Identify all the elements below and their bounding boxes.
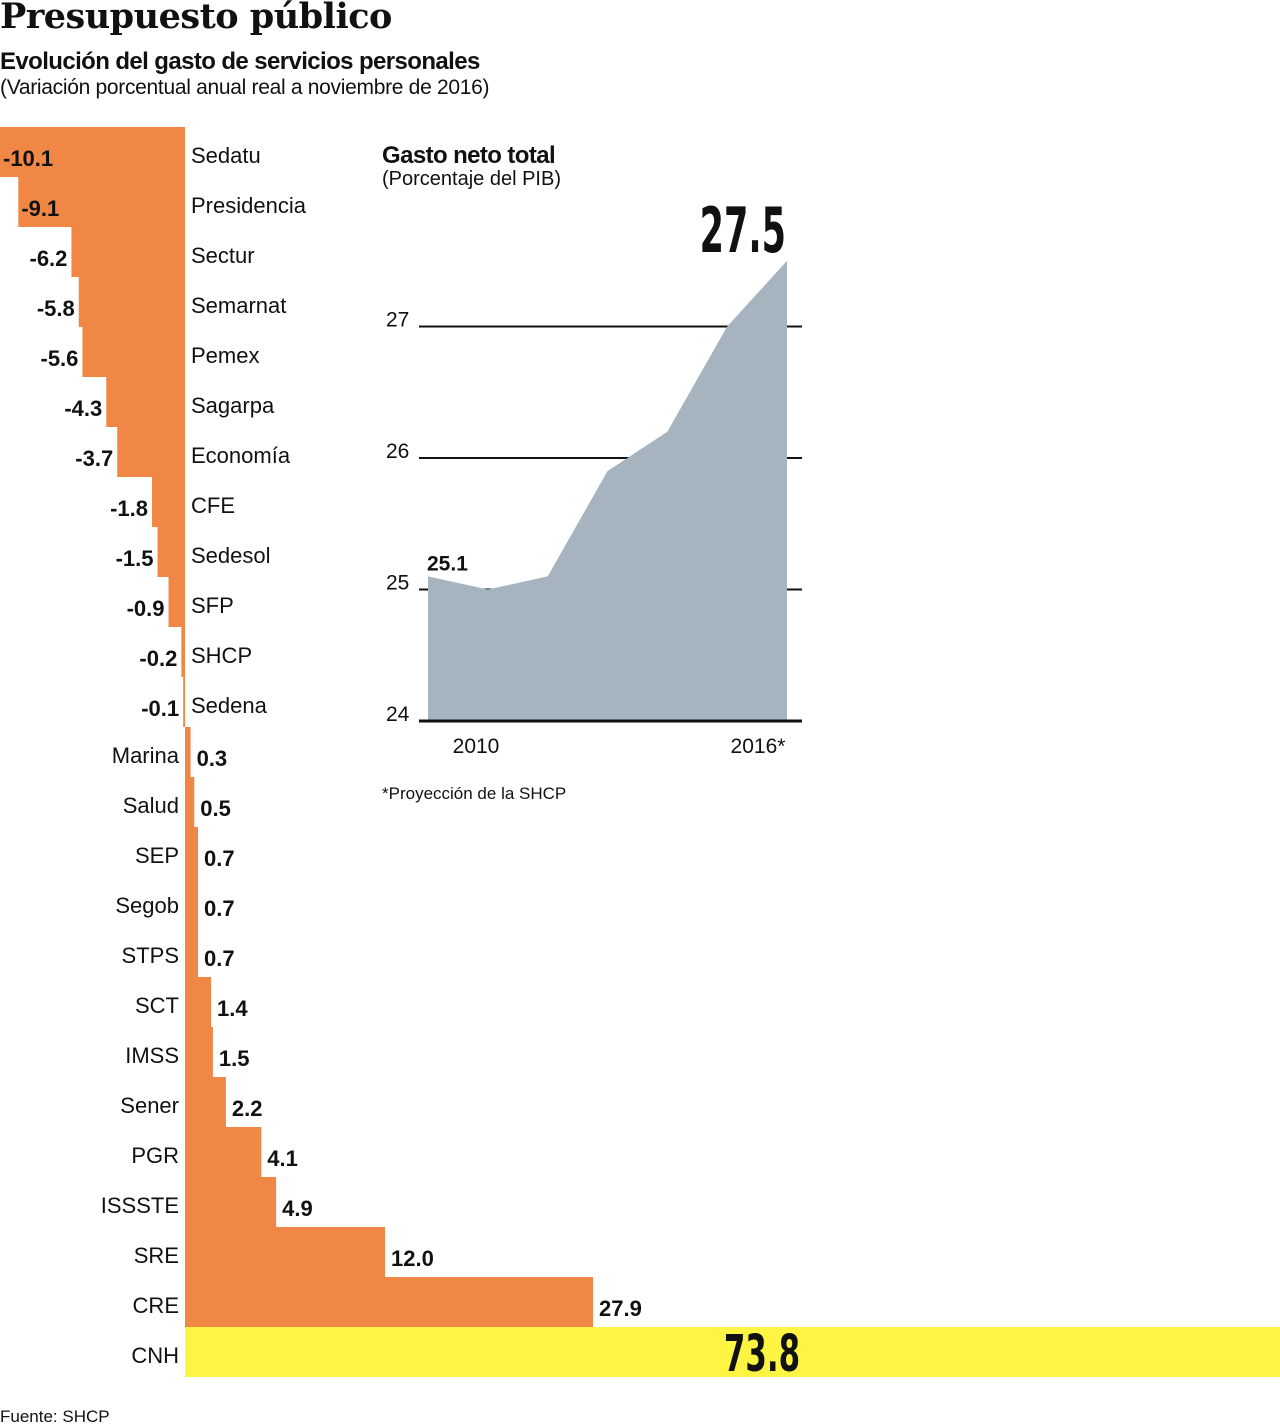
value-label: -10.1 bbox=[3, 146, 53, 171]
y-tick-label: 26 bbox=[386, 440, 409, 463]
category-label: CRE bbox=[133, 1293, 179, 1318]
category-label: CFE bbox=[191, 493, 235, 518]
source-note: Fuente: SHCP bbox=[0, 1407, 110, 1426]
bar bbox=[18, 177, 185, 227]
value-label: 1.4 bbox=[217, 996, 248, 1021]
area-chart-subtitle: (Porcentaje del PIB) bbox=[382, 168, 561, 190]
bar bbox=[185, 1077, 226, 1127]
y-tick-label: 27 bbox=[386, 309, 409, 332]
category-label: Sedesol bbox=[191, 543, 271, 568]
start-value-label: 25.1 bbox=[427, 552, 468, 575]
category-label: Marina bbox=[112, 743, 180, 768]
category-label: SEP bbox=[135, 843, 179, 868]
value-label: -0.1 bbox=[141, 696, 179, 721]
area-chart-footnote: *Proyección de la SHCP bbox=[382, 784, 567, 803]
category-label: PGR bbox=[131, 1143, 179, 1168]
category-label: Economía bbox=[191, 443, 291, 468]
category-label: SFP bbox=[191, 593, 234, 618]
bar bbox=[185, 877, 199, 927]
bar bbox=[185, 1277, 593, 1327]
bar bbox=[185, 1227, 385, 1277]
value-label: -5.8 bbox=[37, 296, 75, 321]
category-label: STPS bbox=[122, 943, 179, 968]
value-label: 4.1 bbox=[267, 1146, 298, 1171]
value-label: 27.9 bbox=[599, 1296, 642, 1321]
category-label: SRE bbox=[134, 1243, 179, 1268]
category-label: CNH bbox=[131, 1343, 179, 1368]
bar bbox=[0, 127, 185, 177]
page-title: Presupuesto público bbox=[0, 0, 392, 37]
bar bbox=[185, 927, 199, 977]
value-label: 1.5 bbox=[219, 1046, 250, 1071]
value-label: -5.6 bbox=[41, 346, 79, 371]
category-label: Sedatu bbox=[191, 143, 261, 168]
category-label: Sagarpa bbox=[191, 393, 275, 418]
bar bbox=[152, 477, 185, 527]
category-label: SCT bbox=[135, 993, 179, 1018]
bar bbox=[82, 327, 185, 377]
category-label: Semarnat bbox=[191, 293, 286, 318]
bar bbox=[185, 827, 199, 877]
value-label: 0.5 bbox=[200, 796, 231, 821]
value-label: 2.2 bbox=[232, 1096, 263, 1121]
category-label: Salud bbox=[123, 793, 179, 818]
area-series bbox=[428, 260, 787, 721]
chart-note: (Variación porcentual anual real a novie… bbox=[0, 76, 490, 99]
value-label: -0.2 bbox=[139, 646, 177, 671]
bar bbox=[181, 627, 185, 677]
category-label: Segob bbox=[115, 893, 179, 918]
category-label: IMSS bbox=[125, 1043, 179, 1068]
x-tick-label: 2016* bbox=[731, 735, 786, 758]
x-tick-label: 2010 bbox=[453, 735, 500, 758]
value-label: 0.7 bbox=[204, 946, 235, 971]
bar bbox=[185, 977, 212, 1027]
end-value-label: 27.5 bbox=[700, 194, 786, 267]
value-label: 0.7 bbox=[204, 846, 235, 871]
bar bbox=[185, 727, 191, 777]
bar bbox=[185, 1127, 262, 1177]
value-label: -4.3 bbox=[64, 396, 102, 421]
bar bbox=[157, 527, 185, 577]
bar-highlight bbox=[185, 1327, 1280, 1377]
highlight-value-label: 73.8 bbox=[724, 1325, 800, 1384]
value-label: 4.9 bbox=[282, 1196, 313, 1221]
category-label: Sener bbox=[120, 1093, 179, 1118]
bar bbox=[185, 1177, 277, 1227]
bar bbox=[71, 227, 185, 277]
category-label: Sectur bbox=[191, 243, 255, 268]
category-label: Sedena bbox=[191, 693, 268, 718]
bar bbox=[185, 1027, 213, 1077]
y-tick-label: 25 bbox=[386, 572, 409, 595]
chart-subtitle: Evolución del gasto de servicios persona… bbox=[0, 48, 480, 75]
value-label: -1.5 bbox=[116, 546, 154, 571]
y-tick-label: 24 bbox=[386, 703, 410, 726]
bar bbox=[168, 577, 185, 627]
bar bbox=[78, 277, 185, 327]
value-label: -3.7 bbox=[75, 446, 113, 471]
category-label: Presidencia bbox=[191, 193, 307, 218]
bar bbox=[106, 377, 185, 427]
bar bbox=[117, 427, 185, 477]
category-label: SHCP bbox=[191, 643, 252, 668]
bar bbox=[185, 777, 195, 827]
value-label: -1.8 bbox=[110, 496, 148, 521]
value-label: 0.7 bbox=[204, 896, 235, 921]
value-label: 12.0 bbox=[391, 1246, 434, 1271]
area-chart-title: Gasto neto total bbox=[382, 142, 556, 169]
bar bbox=[183, 677, 185, 727]
category-label: Pemex bbox=[191, 343, 259, 368]
value-label: -9.1 bbox=[21, 196, 59, 221]
value-label: -6.2 bbox=[30, 246, 68, 271]
value-label: -0.9 bbox=[127, 596, 165, 621]
value-label: 0.3 bbox=[197, 746, 228, 771]
category-label: ISSSTE bbox=[101, 1193, 179, 1218]
